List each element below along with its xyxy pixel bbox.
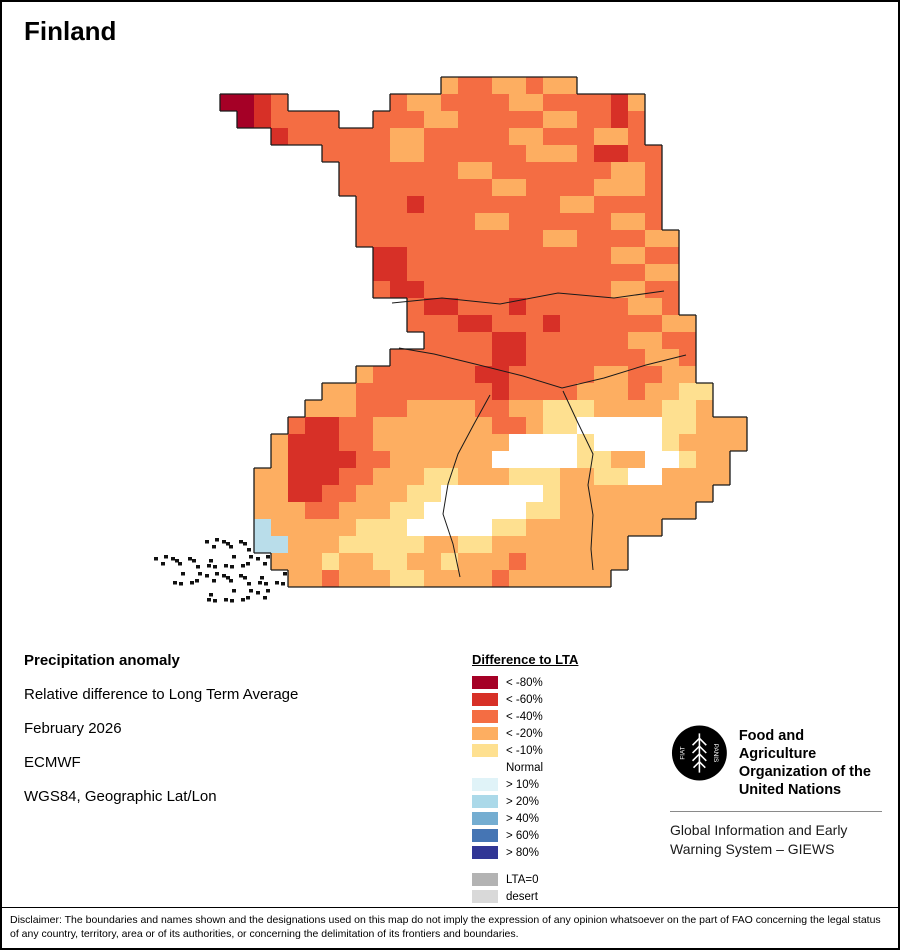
legend-item: > 20% xyxy=(472,793,578,810)
legend-swatch xyxy=(472,890,498,903)
legend-item-label: > 60% xyxy=(506,829,539,842)
legend-item-label: > 20% xyxy=(506,795,539,808)
info-heading: Precipitation anomaly xyxy=(24,652,180,669)
fao-org-line: Food and Agriculture xyxy=(738,728,817,762)
page-title: Finland xyxy=(24,16,117,46)
legend-item-label: < -80% xyxy=(506,676,543,689)
legend-swatch xyxy=(472,812,498,825)
legend-item: desert xyxy=(472,888,578,905)
legend-swatch xyxy=(472,761,498,774)
legend-swatch xyxy=(472,693,498,706)
legend-item-label: < -40% xyxy=(506,710,543,723)
legend-item: LTA=0 xyxy=(472,871,578,888)
fao-org-line: United Nations xyxy=(738,782,842,798)
fao-motto-left: FIAT xyxy=(680,746,687,759)
legend-swatch xyxy=(472,676,498,689)
legend-item-label: > 40% xyxy=(506,812,539,825)
legend-item-label: < -20% xyxy=(506,727,543,740)
country-outline xyxy=(219,76,748,588)
legend-item-label: < -10% xyxy=(506,744,543,757)
legend-item-label: desert xyxy=(506,890,538,903)
info-line: WGS84, Geographic Lat/Lon xyxy=(24,788,217,805)
legend-swatch xyxy=(472,829,498,842)
legend: Difference to LTA < -80% < -60% < -40% < -2… xyxy=(472,652,578,905)
legend-item-label: > 10% xyxy=(506,778,539,791)
legend-item: < -10% xyxy=(472,742,578,759)
legend-item-label: < -60% xyxy=(506,693,543,706)
legend-item: > 40% xyxy=(472,810,578,827)
legend-item: < -20% xyxy=(472,725,578,742)
fao-logo: FIAT PANIS xyxy=(671,725,727,781)
fao-header: FIAT PANIS Food and Agriculture Organizat… xyxy=(670,722,882,799)
fao-divider xyxy=(670,811,882,812)
legend-swatch xyxy=(472,846,498,859)
fao-block: FIAT PANIS Food and Agriculture Organizat… xyxy=(670,722,882,859)
legend-item-label: LTA=0 xyxy=(506,873,539,886)
wheat-ear-icon xyxy=(691,733,707,773)
info-lines: Relative difference to Long Term Average… xyxy=(24,686,298,805)
legend-swatch xyxy=(472,873,498,886)
fao-org-line: Organization of the xyxy=(738,764,871,780)
legend-item-label: > 80% xyxy=(506,846,539,859)
legend-item: > 10% xyxy=(472,776,578,793)
legend-item: > 60% xyxy=(472,827,578,844)
info-line: ECMWF xyxy=(24,754,81,771)
legend-extra-items: LTA=0 desert xyxy=(472,871,578,905)
legend-swatch xyxy=(472,710,498,723)
province-boundaries xyxy=(391,290,687,578)
legend-item: < -40% xyxy=(472,708,578,725)
map-cells xyxy=(154,77,747,603)
legend-item: < -60% xyxy=(472,691,578,708)
legend-item: < -80% xyxy=(472,674,578,691)
legend-item: Normal xyxy=(472,759,578,776)
legend-item-label: Normal xyxy=(506,761,544,774)
info-line: Relative difference to Long Term Average xyxy=(24,686,299,703)
disclaimer-text: Disclaimer: The boundaries and names sho… xyxy=(2,907,898,941)
finland-precipitation-map xyxy=(154,76,748,603)
legend-swatch xyxy=(472,795,498,808)
giews-label: Global Information and Early Warning Syst… xyxy=(670,821,882,859)
giews-line: Global Information and Early xyxy=(670,822,848,838)
map-info-block: Precipitation anomaly Relative differenc… xyxy=(24,652,298,822)
legend-swatch xyxy=(472,778,498,791)
legend-items: < -80% < -60% < -40% < -20% < -10% Normal > 10… xyxy=(472,674,578,861)
info-line: February 2026 xyxy=(24,720,122,737)
legend-item: > 80% xyxy=(472,844,578,861)
fao-org-name: Food and Agriculture Organization of the U… xyxy=(739,722,882,799)
legend-swatch xyxy=(472,744,498,757)
giews-line: Warning System – GIEWS xyxy=(670,841,835,857)
legend-swatch xyxy=(472,727,498,740)
fao-motto-right: PANIS xyxy=(712,744,719,763)
legend-title: Difference to LTA xyxy=(472,652,579,667)
